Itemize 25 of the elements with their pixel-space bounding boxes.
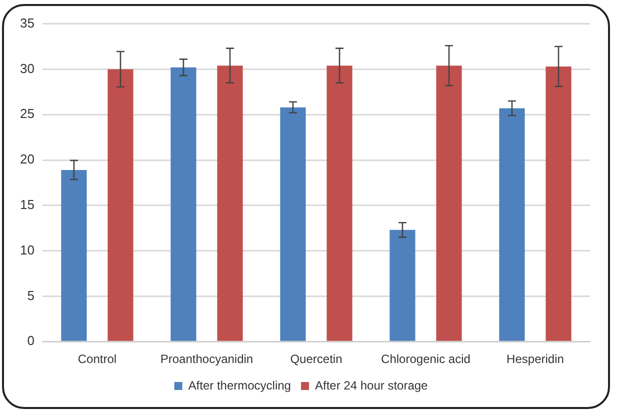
bar xyxy=(436,66,462,341)
bar xyxy=(326,66,352,341)
y-tick-label: 15 xyxy=(20,196,34,212)
bar xyxy=(108,69,134,341)
x-tick-label: Proanthocyanidin xyxy=(160,352,254,366)
x-tick-label: Quercetin xyxy=(290,352,342,366)
legend-label: After 24 hour storage xyxy=(314,378,428,392)
y-tick-label: 10 xyxy=(20,242,34,258)
x-tick-label: Hesperidin xyxy=(506,352,564,366)
bar xyxy=(170,67,196,341)
legend-label: After thermocycling xyxy=(188,378,291,392)
bar xyxy=(217,66,243,341)
bar xyxy=(499,108,525,341)
y-tick-label: 25 xyxy=(20,106,34,122)
y-tick-label: 0 xyxy=(27,333,34,348)
x-tick-label: Chlorogenic acid xyxy=(381,352,470,366)
x-tick-label: Control xyxy=(78,352,117,366)
bar xyxy=(390,230,416,341)
y-tick-label: 35 xyxy=(20,15,34,30)
y-tick-label: 5 xyxy=(27,288,34,303)
bar xyxy=(61,170,87,341)
y-tick-label: 30 xyxy=(20,60,34,76)
bar xyxy=(546,66,572,341)
y-tick-label: 20 xyxy=(20,152,34,167)
bar xyxy=(280,107,306,341)
